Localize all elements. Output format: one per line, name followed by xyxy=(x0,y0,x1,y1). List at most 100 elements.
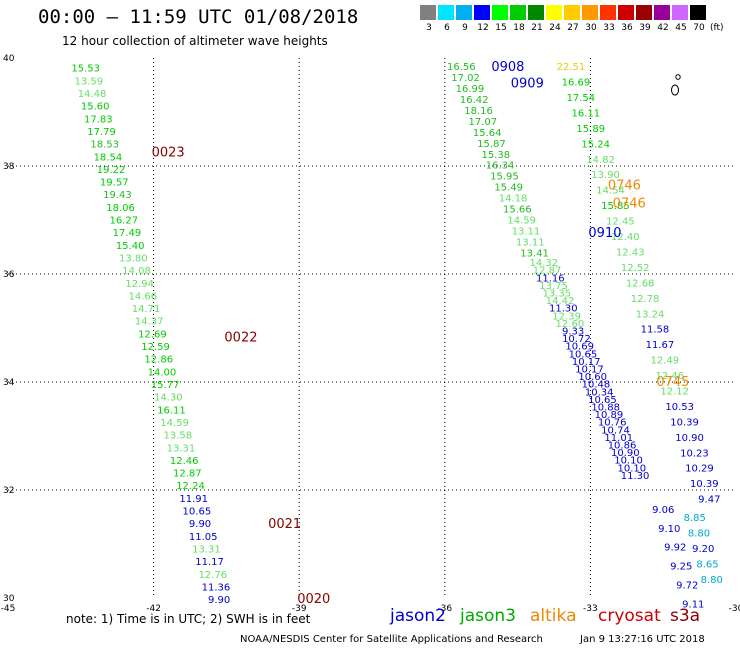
wave-height-reading: 16.27 xyxy=(109,216,138,227)
satellite-s3a: s3a xyxy=(670,606,701,626)
latitude-tick-label: 34 xyxy=(3,378,15,388)
wave-height-reading: 16.11 xyxy=(571,108,600,119)
wave-height-reading: 10.89 xyxy=(595,410,624,421)
wave-height-reading: 13.11 xyxy=(512,226,541,237)
scale-swatch xyxy=(600,5,616,20)
scale-swatch xyxy=(546,5,562,20)
wave-height-reading: 8.85 xyxy=(684,513,706,524)
wave-height-reading: 9.06 xyxy=(652,505,674,516)
wave-height-reading: 12.45 xyxy=(606,217,635,228)
wave-height-reading: 15.64 xyxy=(473,128,502,139)
scale-label: 30 xyxy=(585,23,597,33)
scale-swatch xyxy=(636,5,652,20)
wave-height-reading: 10.34 xyxy=(585,387,614,398)
wave-height-reading: 9.20 xyxy=(692,544,714,555)
wave-height-reading: 9.33 xyxy=(562,327,584,338)
wave-height-reading: 15.77 xyxy=(151,380,180,391)
wave-height-reading: 11.16 xyxy=(536,273,565,284)
wave-height-reading: 12.94 xyxy=(125,279,154,290)
scale-label: 70 xyxy=(693,23,705,33)
scale-swatch xyxy=(456,5,472,20)
wave-height-reading: 14.00 xyxy=(148,367,177,378)
wave-height-reading: 19.43 xyxy=(103,190,132,201)
wave-height-reading: 14.18 xyxy=(499,194,528,205)
wave-height-reading: 15.53 xyxy=(71,64,100,75)
wave-height-reading: 12.86 xyxy=(144,355,173,366)
wave-height-reading: 12.87 xyxy=(533,266,562,277)
wave-height-reading: 11.01 xyxy=(604,433,633,444)
wave-height-reading: 10.29 xyxy=(685,464,714,475)
wave-height-reading: 13.11 xyxy=(516,237,545,248)
wave-height-reading: 12.49 xyxy=(651,356,680,367)
longitude-tick-label: -45 xyxy=(1,604,16,614)
wave-height-reading: 22.51 xyxy=(557,62,586,73)
wave-height-reading: 10.65 xyxy=(183,507,212,518)
scale-swatch xyxy=(654,5,670,20)
wave-height-reading: 9.25 xyxy=(670,562,692,573)
wave-height-reading: 14.66 xyxy=(129,291,158,302)
wave-height-reading: 10.90 xyxy=(675,433,704,444)
wave-height-reading: 14.59 xyxy=(507,216,536,227)
wave-height-reading: 17.02 xyxy=(451,73,480,84)
wave-height-reading: 14.59 xyxy=(160,418,189,429)
wave-height-reading: 10.23 xyxy=(680,448,709,459)
wave-height-reading: 12.76 xyxy=(198,570,227,581)
wave-height-reading: 14.48 xyxy=(78,89,107,100)
wave-height-reading: 12.87 xyxy=(173,469,202,480)
satellite-cryosat: cryosat xyxy=(598,606,661,626)
scale-label: 21 xyxy=(531,23,543,33)
wave-height-reading: 11.58 xyxy=(641,325,670,336)
island-outline xyxy=(675,74,681,80)
scale-label: 6 xyxy=(444,23,450,33)
scale-label: 27 xyxy=(567,23,579,33)
wave-height-reading: 14.42 xyxy=(546,296,575,307)
scale-swatch xyxy=(528,5,544,20)
pass-time-label: 0746 xyxy=(608,178,641,193)
wave-height-reading: 13.31 xyxy=(167,443,196,454)
wave-height-reading: 17.83 xyxy=(84,114,113,125)
longitude-tick-label: -39 xyxy=(292,604,307,614)
wave-height-reading: 10.53 xyxy=(665,402,694,413)
wave-height-reading: 16.56 xyxy=(447,62,476,73)
satellite-altika: altika xyxy=(530,606,577,626)
wave-height-reading: 11.36 xyxy=(202,582,231,593)
pass-time-label: 0022 xyxy=(224,331,257,346)
wave-height-reading: 15.49 xyxy=(494,183,523,194)
wave-height-reading: 12.52 xyxy=(621,263,650,274)
latitude-tick-label: 40 xyxy=(3,54,15,64)
footer-date: Jan 9 13:27:16 UTC 2018 xyxy=(580,634,705,645)
longitude-tick-label: -36 xyxy=(437,604,452,614)
wave-height-reading: 13.24 xyxy=(636,309,665,320)
wave-height-reading: 14.82 xyxy=(586,155,615,166)
wave-height-reading: 9.92 xyxy=(664,543,686,554)
pass-time-label: 0021 xyxy=(268,517,301,532)
pass-time-label: 0023 xyxy=(152,145,185,160)
wave-height-reading: 14.54 xyxy=(596,186,625,197)
wave-height-reading: 17.54 xyxy=(567,93,596,104)
wave-height-reading: 17.49 xyxy=(113,228,142,239)
wave-height-reading: 10.48 xyxy=(582,380,611,391)
wave-height-reading: 16.42 xyxy=(460,95,489,106)
latitude-tick-label: 38 xyxy=(3,162,15,172)
wave-height-reading: 10.10 xyxy=(614,456,643,467)
wave-height-reading: 12.43 xyxy=(616,247,645,258)
footer: NOAA/NESDIS Center for Satellite Applica… xyxy=(240,634,705,645)
wave-height-reading: 12.78 xyxy=(631,294,660,305)
pass-time-label: 0908 xyxy=(491,60,524,75)
wave-height-reading: 10.88 xyxy=(591,402,620,413)
scale-swatch xyxy=(582,5,598,20)
latitude-tick-label: 36 xyxy=(3,270,15,280)
wave-height-reading: 12.24 xyxy=(176,481,205,492)
longitude-tick-label: -30 xyxy=(729,604,740,614)
wave-height-reading: 9.11 xyxy=(682,599,704,610)
wave-height-reading: 11.30 xyxy=(549,304,578,315)
pass-time-label: 0910 xyxy=(588,226,621,241)
wave-height-reading: 16.34 xyxy=(486,161,515,172)
wave-height-reading: 12.68 xyxy=(626,278,655,289)
pass-time-label: 0745 xyxy=(656,375,689,390)
scale-swatch xyxy=(510,5,526,20)
wave-height-reading: 9.90 xyxy=(208,595,230,606)
island-outline xyxy=(671,84,679,96)
scale-label: 18 xyxy=(513,23,525,33)
wave-height-reading: 10.60 xyxy=(578,372,607,383)
